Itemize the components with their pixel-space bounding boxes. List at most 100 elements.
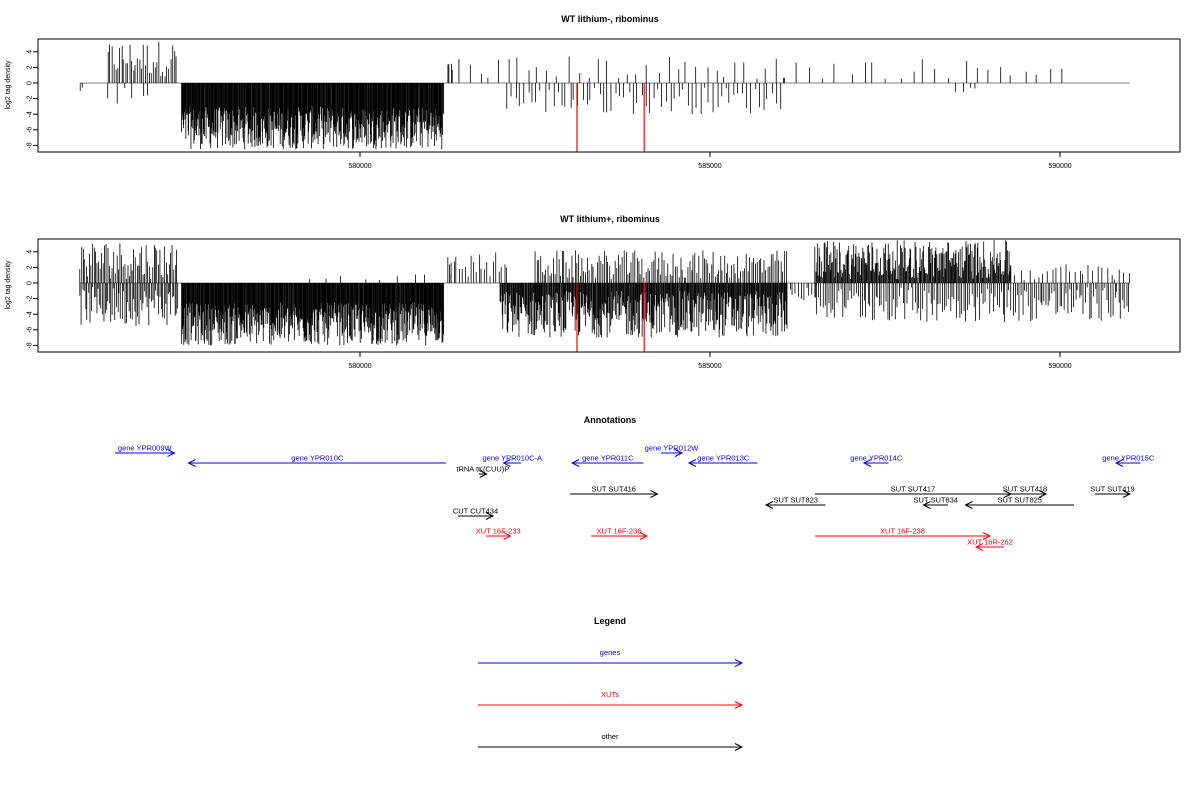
feature-label: gene YPR014C <box>850 454 903 463</box>
plot-title: WT lithium-, ribominus <box>561 14 659 24</box>
feature: tRNA tK(CUU)P <box>456 465 509 478</box>
y-tick-label: 4 <box>27 250 34 254</box>
feature-label: gene YPR013C <box>697 454 750 463</box>
bar-series <box>79 240 1130 352</box>
legend-title: Legend <box>594 616 626 626</box>
feature: XUT 16R-262 <box>967 538 1013 551</box>
y-tick-label: -4 <box>27 311 34 317</box>
feature-label: SUT SUT825 <box>998 496 1042 505</box>
feature: gene YPR012W <box>645 444 700 457</box>
feature: XUT 16F-238 <box>815 527 992 540</box>
feature: gene YPR011C <box>570 454 644 467</box>
y-tick-label: -6 <box>27 327 34 333</box>
arrow-head-icon <box>964 501 973 509</box>
y-tick-label: 0 <box>27 281 34 285</box>
feature-label: gene YPR012W <box>645 444 700 453</box>
feature-label: XUT 16F-236 <box>597 527 642 536</box>
feature-label: XUT 16F-233 <box>476 527 521 536</box>
x-tick-label: 580000 <box>348 363 371 370</box>
feature: SUT SUT416 <box>570 485 659 498</box>
arrow-head-icon <box>734 701 744 709</box>
legend-label: XUTs <box>601 690 619 699</box>
arrow-head-icon <box>1038 490 1048 498</box>
feature-label: XUT 16R-262 <box>967 538 1013 547</box>
feature-label: SUT SUT823 <box>774 496 818 505</box>
x-axis: 580000 585000 590000 <box>348 352 1072 370</box>
y-tick-label: -2 <box>27 295 34 301</box>
feature: gene YPR014C <box>850 454 903 467</box>
density-plot-lithium-minus: WT lithium-, ribominus log2 tag density … <box>5 14 1181 170</box>
feature-label: SUT SUT417 <box>891 485 935 494</box>
y-tick-label: 2 <box>27 265 34 269</box>
arrow-head-icon <box>1114 459 1124 467</box>
y-tick-label: -8 <box>27 342 34 348</box>
feature: XUT 16F-233 <box>476 527 521 540</box>
arrow-head-icon <box>764 501 774 509</box>
arrow-head-icon <box>687 459 697 467</box>
feature: SUT SUT419 <box>1090 485 1135 498</box>
feature-label: SUT SUT419 <box>1090 485 1134 494</box>
feature-label: SUT SUT416 <box>592 485 636 494</box>
arrow-head-icon <box>734 659 744 667</box>
arrow-head-icon <box>502 459 511 467</box>
y-axis-label: log2 tag density <box>5 60 12 110</box>
feature: SUT SUT823 <box>764 496 826 509</box>
x-tick-label: 590000 <box>1048 363 1071 370</box>
x-tick-label: 585000 <box>698 363 721 370</box>
y-axis: 4 2 0 -2 -4 -6 -8 <box>27 250 39 349</box>
feature-label: SUT SUT418 <box>1003 485 1047 494</box>
feature: gene YPR015C <box>1102 454 1155 467</box>
feature-label: gene YPR010C <box>291 454 344 463</box>
arrow-head-icon <box>862 459 872 467</box>
legend-entry: genes <box>478 648 744 667</box>
y-tick-label: 4 <box>27 50 34 54</box>
arrow-head-icon <box>639 532 649 540</box>
arrow-head-icon <box>982 532 992 540</box>
x-tick-label: 590000 <box>1048 163 1071 170</box>
arrow-head-icon <box>974 543 984 551</box>
x-tick-label: 580000 <box>348 163 371 170</box>
feature: CUT CUT434 <box>453 507 498 520</box>
arrow-head-icon <box>485 512 495 520</box>
legend-label: other <box>601 732 619 741</box>
feature: SUT SUT834 <box>914 496 958 509</box>
y-axis: 4 2 0 -2 -4 -6 -8 <box>27 50 39 149</box>
feature-label: SUT SUT834 <box>914 496 958 505</box>
arrow-head-icon <box>187 459 196 467</box>
bar-series <box>79 42 1130 152</box>
y-tick-label: 0 <box>27 81 34 85</box>
feature-list: gene YPR009W gene YPR010C gene YPR010C-A ge… <box>115 444 1155 551</box>
density-plot-lithium-plus: WT lithium+, ribominus log2 tag density … <box>5 214 1181 370</box>
feature: gene YPR009W <box>115 444 176 457</box>
arrow-head-icon <box>570 459 580 467</box>
feature: gene YPR013C <box>687 454 758 467</box>
arrow-head-icon <box>650 490 659 498</box>
feature-label: tRNA tK(CUU)P <box>456 465 509 474</box>
y-axis-label: log2 tag density <box>5 260 12 310</box>
arrow-head-icon <box>503 532 512 540</box>
legend-entries: genes XUTs other <box>478 648 744 751</box>
arrow-head-icon <box>1122 490 1132 498</box>
feature-label: gene YPR009W <box>118 444 173 453</box>
feature-label: gene YPR011C <box>582 454 634 463</box>
arrow-head-icon <box>922 501 931 509</box>
feature-label: gene YPR010C-A <box>483 454 542 463</box>
feature: gene YPR010C-A <box>483 454 542 467</box>
arrow-head-icon <box>479 470 488 478</box>
legend-entry: other <box>478 732 744 751</box>
feature-label: gene YPR015C <box>1102 454 1155 463</box>
y-tick-label: -4 <box>27 111 34 117</box>
x-tick-label: 585000 <box>698 163 721 170</box>
x-axis: 580000 585000 590000 <box>348 152 1072 170</box>
legend: Legend genes XUTs other <box>478 616 744 751</box>
legend-label: genes <box>600 648 621 657</box>
feature: SUT SUT418 <box>1003 485 1047 498</box>
y-tick-label: -2 <box>27 95 34 101</box>
y-tick-label: 2 <box>27 65 34 69</box>
feature: XUT 16F-236 <box>591 527 649 540</box>
y-tick-label: -6 <box>27 127 34 133</box>
feature: gene YPR010C <box>187 454 447 467</box>
feature-label: XUT 16F-238 <box>880 527 925 536</box>
